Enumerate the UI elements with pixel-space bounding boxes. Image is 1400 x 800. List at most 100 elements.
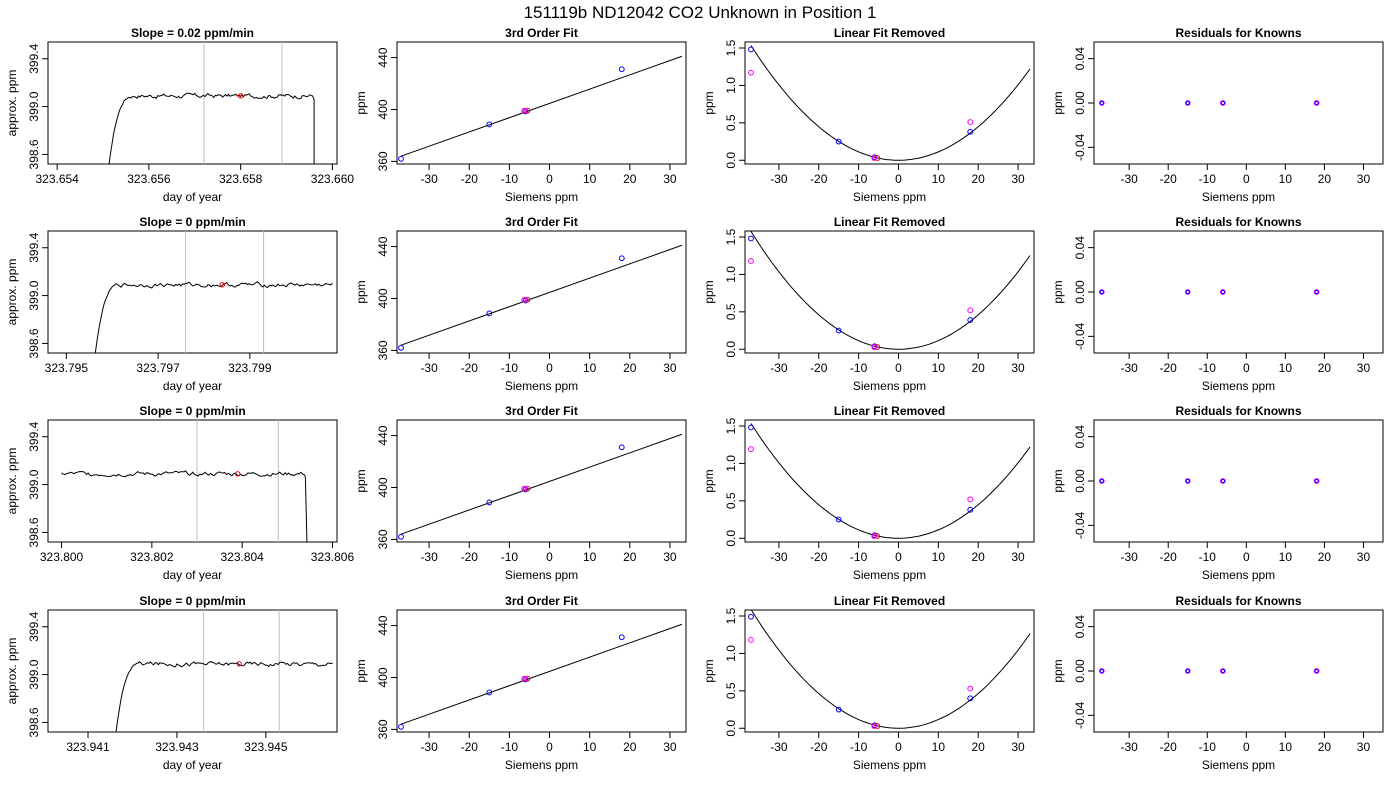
plot-data: [748, 45, 1031, 161]
x-tick-label: -30: [420, 172, 438, 186]
panel-title: Residuals for Knowns: [1175, 404, 1301, 418]
residual-point: [1220, 478, 1225, 484]
y-axis-label: ppm: [702, 280, 716, 303]
plot-frame: [744, 419, 1035, 543]
plot-data: [748, 231, 1031, 350]
sample-marker: [237, 93, 244, 99]
x-tick-label: 0: [546, 172, 553, 186]
y-axis-label: ppm: [354, 280, 368, 303]
y-tick-label: 399.4: [27, 232, 41, 262]
unknown-point-halo: [521, 296, 528, 303]
unknown-point: [874, 344, 881, 350]
residual-point-outer: [1219, 478, 1226, 484]
y-tick-label: 440: [376, 425, 390, 445]
y-axis-label: ppm: [702, 659, 716, 682]
residual-point: [1185, 668, 1190, 674]
plot-frame: [396, 41, 687, 165]
x-tick-label: -10: [1199, 550, 1217, 564]
residual-point-outer: [1184, 289, 1191, 295]
plot-frame: [744, 609, 1035, 733]
x-tick-label: 10: [932, 740, 946, 754]
quadratic-curve: [750, 423, 1031, 539]
panel-r1-c4: Residuals for Knowns -30 -20 -10 0 10 20 30 -0.0…: [1051, 26, 1384, 204]
x-axis-label: Siemens ppm: [505, 190, 578, 204]
y-tick-label: -0.04: [1073, 511, 1087, 539]
panel-title: 3rd Order Fit: [505, 594, 578, 608]
x-tick-label: 20: [1318, 172, 1332, 186]
y-axis-label: approx. ppm: [5, 448, 19, 515]
unknown-point: [524, 107, 531, 114]
y-tick-label: 0.5: [724, 303, 738, 320]
x-tick-label: 20: [972, 740, 986, 754]
y-tick-label: 0.00: [1073, 91, 1087, 115]
residual-point: [1185, 100, 1190, 106]
x-tick-label: 30: [1011, 172, 1025, 186]
x-tick-label: -30: [1120, 740, 1138, 754]
y-tick-label: 400: [376, 477, 390, 497]
y-tick-label: 1.0: [724, 645, 738, 662]
panel-r4-c2: 3rd Order Fit -30 -20 -10 0 10 20 30 360 400 440 Si…: [354, 594, 687, 772]
open-point: [748, 446, 754, 453]
residual-point-outer: [1313, 289, 1320, 295]
y-tick-label: 398.6: [27, 328, 41, 358]
panel-r3-c1: Slope = 0 ppm/min 323.800 323.802 323.804 32…: [5, 404, 354, 582]
y-tick-label: 0.5: [724, 682, 738, 699]
x-tick-label: 10: [1279, 740, 1293, 754]
x-tick-label: 30: [663, 740, 677, 754]
y-tick-label: 400: [376, 99, 390, 119]
x-tick-label: -10: [1199, 361, 1217, 375]
y-tick-label: 440: [376, 47, 390, 67]
open-point: [748, 69, 754, 76]
y-axis-label: ppm: [354, 659, 368, 682]
sample-marker: [234, 471, 241, 477]
y-tick-label: 398.6: [27, 517, 41, 547]
panel-r4-c1: Slope = 0 ppm/min 323.941 323.943 323.945 39…: [5, 594, 338, 772]
residual-point-outer: [1098, 100, 1105, 106]
x-axis-label: Siemens ppm: [853, 190, 926, 204]
residual-point: [1314, 478, 1319, 484]
x-tick-label: 30: [1011, 740, 1025, 754]
x-tick-label: 30: [663, 361, 677, 375]
x-tick-label: 323.804: [220, 550, 264, 564]
y-tick-label: 399.4: [27, 611, 41, 641]
unknown-point: [524, 675, 531, 682]
known-point: [835, 706, 842, 713]
y-tick-label: 0.00: [1073, 469, 1087, 493]
x-axis-label: Siemens ppm: [505, 379, 578, 393]
plot-frame: [396, 230, 687, 354]
known-point: [835, 327, 842, 334]
panel-title: Slope = 0.02 ppm/min: [131, 26, 254, 40]
y-axis-label: ppm: [354, 91, 368, 114]
plot-data: [398, 623, 683, 730]
plot-data: [748, 610, 1031, 729]
x-tick-label: 20: [623, 172, 637, 186]
y-tick-label: 360: [376, 340, 390, 360]
x-tick-label: 10: [583, 740, 597, 754]
x-tick-label: -30: [420, 740, 438, 754]
known-point: [967, 695, 974, 702]
plot-frame: [1093, 230, 1384, 354]
unknown-point-halo: [871, 723, 878, 729]
x-tick-label: -30: [1120, 172, 1138, 186]
x-tick-label: -30: [420, 361, 438, 375]
known-point: [398, 344, 404, 351]
open-point: [967, 685, 974, 692]
panel-title: Linear Fit Removed: [834, 404, 945, 418]
known-point: [967, 128, 974, 135]
known-point: [618, 255, 625, 262]
x-tick-label: -20: [461, 172, 479, 186]
x-tick-label: 323.658: [219, 172, 263, 186]
known-point: [398, 533, 404, 540]
y-axis-label: ppm: [702, 91, 716, 114]
panel-title: 3rd Order Fit: [505, 404, 578, 418]
x-tick-label: 0: [1243, 172, 1250, 186]
x-tick-label: 10: [1279, 550, 1293, 564]
plot-frame: [744, 41, 1035, 165]
x-tick-label: 0: [895, 172, 902, 186]
x-tick-label: -20: [461, 361, 479, 375]
plot-data: [1098, 478, 1320, 484]
x-tick-label: 323.797: [136, 361, 180, 375]
x-axis-label: day of year: [163, 190, 222, 204]
x-axis-label: Siemens ppm: [1202, 568, 1275, 582]
x-tick-label: -20: [810, 550, 828, 564]
